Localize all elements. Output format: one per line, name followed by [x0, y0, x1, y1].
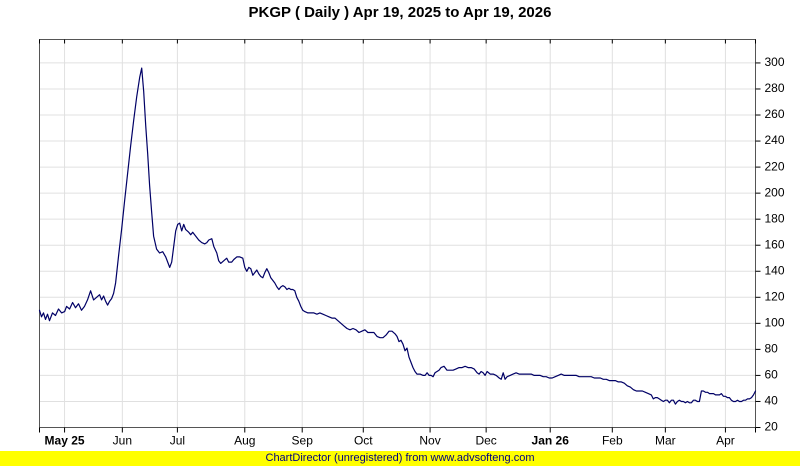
y-tick-label: 100 — [765, 316, 785, 330]
y-tick-label: 220 — [765, 159, 785, 173]
x-tick-label: Aug — [234, 434, 255, 448]
x-tick-label: Dec — [475, 434, 496, 448]
watermark-bar: ChartDirector (unregistered) from www.ad… — [0, 451, 800, 466]
y-tick-label: 20 — [765, 420, 779, 434]
y-tick-label: 120 — [765, 289, 785, 303]
x-tick-label: May 25 — [45, 434, 85, 448]
y-tick-label: 280 — [765, 81, 785, 95]
x-tick-label: Nov — [419, 434, 440, 448]
y-tick-label: 260 — [765, 107, 785, 121]
y-tick-label: 180 — [765, 211, 785, 225]
y-tick-label: 300 — [765, 55, 785, 69]
y-tick-label: 140 — [765, 263, 785, 277]
watermark-text: ChartDirector (unregistered) from www.ad… — [265, 452, 535, 464]
x-tick-label: Jan 26 — [532, 434, 570, 448]
x-tick-label: Oct — [354, 434, 373, 448]
y-tick-label: 200 — [765, 185, 785, 199]
plot-border — [39, 39, 756, 428]
y-tick-label: 160 — [765, 237, 785, 251]
x-tick-label: Sep — [292, 434, 314, 448]
y-tick-label: 80 — [765, 342, 779, 356]
price-line — [38, 67, 757, 405]
chart-title: PKGP ( Daily ) Apr 19, 2025 to Apr 19, 2… — [248, 4, 552, 21]
y-tick-label: 40 — [765, 394, 779, 408]
x-tick-label: Feb — [602, 434, 623, 448]
x-tick-label: Jun — [113, 434, 132, 448]
x-tick-label: Mar — [655, 434, 676, 448]
x-tick-label: Apr — [716, 434, 735, 448]
y-tick-label: 60 — [765, 368, 779, 382]
y-tick-label: 240 — [765, 133, 785, 147]
x-tick-label: Jul — [170, 434, 185, 448]
